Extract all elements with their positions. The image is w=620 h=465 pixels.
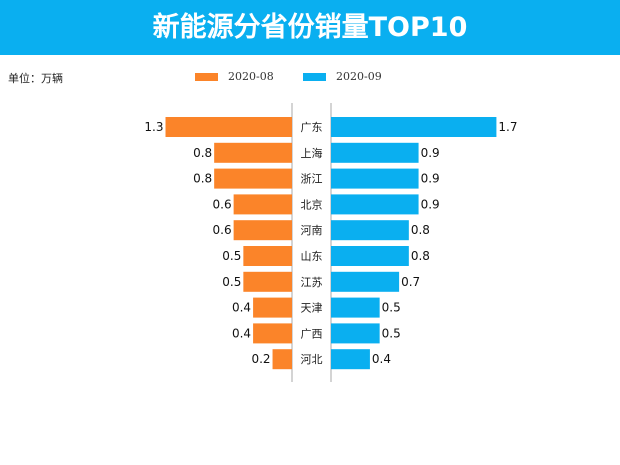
bar-2020-08: [272, 349, 292, 370]
data-label-2020-09: 1.7: [498, 120, 517, 134]
category-label: 广东: [301, 121, 323, 134]
data-label-2020-09: 0.9: [421, 146, 440, 160]
bar-2020-09: [331, 297, 380, 318]
category-label: 广西: [301, 327, 323, 340]
data-label-2020-08: 0.5: [222, 249, 241, 263]
bar-2020-08: [253, 323, 292, 344]
category-label: 北京: [301, 197, 323, 211]
data-label-2020-08: 0.5: [222, 275, 241, 289]
data-label-2020-09: 0.9: [421, 197, 440, 211]
bar-2020-08: [165, 117, 292, 137]
legend-item-2020-08: 2020-08: [195, 70, 274, 83]
data-label-2020-09: 0.8: [411, 249, 430, 263]
data-label-2020-09: 0.5: [382, 301, 401, 315]
bar-2020-08: [243, 246, 292, 266]
category-label: 上海: [301, 146, 323, 160]
bar-2020-08: [214, 142, 292, 163]
data-label-2020-08: 0.4: [232, 326, 251, 340]
legend-swatch: [195, 72, 218, 81]
legend-label: 2020-09: [336, 70, 382, 83]
chart-title: 新能源分省份销量TOP10: [0, 0, 620, 55]
legend-label: 2020-08: [228, 70, 274, 83]
bar-2020-09: [331, 271, 400, 292]
bar-2020-08: [253, 297, 292, 318]
category-label: 河北: [301, 353, 323, 366]
data-label-2020-09: 0.4: [372, 352, 391, 366]
bar-2020-09: [331, 117, 497, 137]
bar-2020-09: [331, 323, 380, 344]
data-label-2020-09: 0.9: [421, 172, 440, 186]
data-label-2020-09: 0.8: [411, 223, 430, 237]
bar-2020-08: [214, 168, 292, 189]
data-label-2020-08: 0.2: [251, 352, 270, 366]
data-label-2020-08: 0.8: [193, 172, 212, 186]
bar-2020-08: [243, 271, 292, 292]
category-label: 浙江: [301, 173, 323, 186]
bar-2020-09: [331, 246, 409, 266]
legend-swatch: [303, 72, 326, 81]
bar-2020-08: [233, 220, 292, 241]
data-label-2020-08: 0.8: [193, 146, 212, 160]
bar-2020-09: [331, 168, 419, 189]
data-label-2020-08: 0.6: [213, 223, 232, 237]
category-label: 天津: [301, 302, 323, 315]
bar-2020-09: [331, 194, 419, 215]
data-label-2020-08: 0.6: [213, 197, 232, 211]
bar-2020-08: [233, 194, 292, 215]
category-label: 山东: [301, 250, 323, 263]
data-label-2020-09: 0.7: [401, 275, 420, 289]
bar-2020-09: [331, 220, 409, 241]
data-label-2020-09: 0.5: [382, 326, 401, 340]
data-label-2020-08: 1.3: [144, 120, 163, 134]
category-label: 江苏: [301, 276, 323, 289]
legend-item-2020-09: 2020-09: [303, 70, 382, 83]
bar-2020-09: [331, 349, 370, 370]
bar-2020-09: [331, 142, 419, 163]
unit-label: 单位：万辆: [8, 72, 63, 85]
data-label-2020-08: 0.4: [232, 301, 251, 315]
category-label: 河南: [301, 224, 323, 237]
